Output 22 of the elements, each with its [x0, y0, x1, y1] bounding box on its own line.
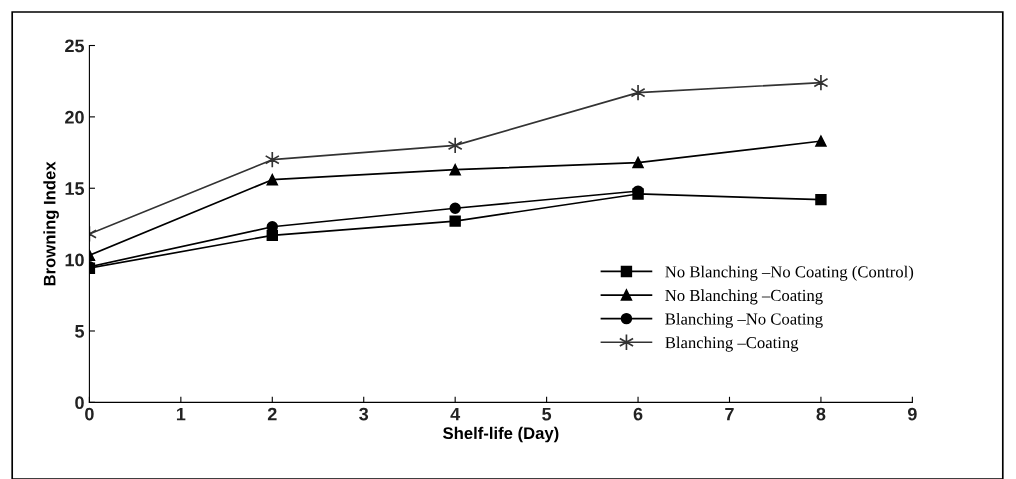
y-tick-label: 20 [65, 110, 84, 124]
legend-label: No Blanching –No Coating (Control) [665, 265, 914, 281]
legend-label: Blanching –No Coating [665, 312, 823, 329]
y-tick-label: 25 [65, 39, 85, 53]
x-tick-label: 0 [85, 407, 94, 421]
x-tick-label: 3 [359, 407, 369, 421]
x-tick-label: 9 [907, 407, 917, 421]
x-tick-label: 5 [542, 407, 552, 421]
y-tick-label: 0 [75, 396, 84, 410]
x-tick-label: 8 [816, 407, 826, 421]
y-axis-title: Browning Index [43, 161, 59, 286]
y-tick-label: 15 [65, 182, 85, 195]
y-tick-label: 10 [65, 253, 84, 267]
x-tick-label: 2 [267, 407, 277, 421]
legend-label: Blanching –Coating [665, 336, 799, 352]
x-tick-label: 6 [633, 407, 643, 421]
x-tick-label: 7 [725, 407, 734, 421]
legend-label: No Blanching –Coating [665, 289, 823, 305]
y-tick-label: 5 [75, 325, 85, 338]
x-axis-title: Shelf-life (Day) [443, 426, 559, 443]
x-tick-label: 4 [450, 407, 461, 421]
x-tick-label: 1 [176, 407, 186, 421]
